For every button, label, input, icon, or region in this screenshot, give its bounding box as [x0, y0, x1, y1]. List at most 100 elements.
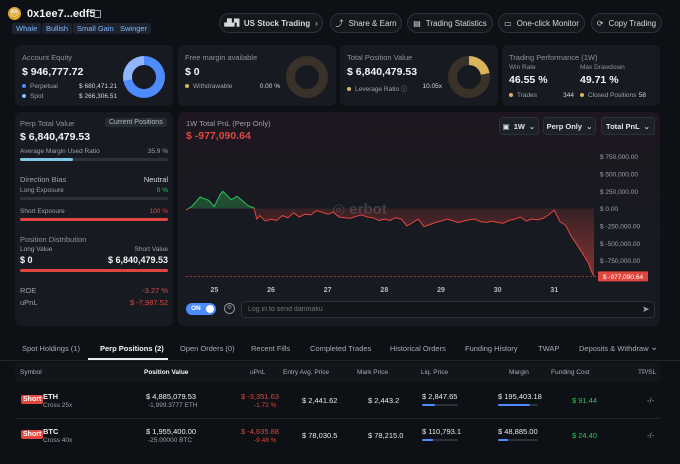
position-qty: -25.00000 BTC [148, 437, 193, 444]
pnl-title: 1W Total PnL (Perp Only) [186, 119, 271, 128]
perpetual-row: Perpetual $ 680,471.21 [22, 83, 117, 90]
x-tick-label: 31 [550, 287, 558, 294]
win-rate-label: Win Rate [509, 64, 536, 71]
win-rate-value: 46.55 % [509, 74, 548, 86]
table-header-bg [15, 362, 660, 382]
tab-funding-history[interactable]: Funding History [465, 344, 518, 353]
chevron-right-icon: › [315, 18, 318, 28]
position-value-card: Total Position Value $ 6,840,479.53 Leve… [340, 45, 498, 106]
margin-ratio-bar [20, 158, 168, 161]
side-badge: Short [21, 395, 44, 404]
column-header-entry-avg-price[interactable]: Entry Avg. Price [283, 369, 330, 376]
tpsl-value: -/- [647, 431, 655, 440]
free-margin-card: Free margin available $ 0 Withdrawable 0.… [178, 45, 336, 106]
share-earn-button[interactable]: ⤴ Share & Earn [330, 13, 402, 33]
column-header-upnl[interactable]: uPnL [250, 369, 266, 376]
funding-cost: $ 24.40 [572, 431, 598, 440]
us-stock-trading-button[interactable]: ▟▙▜ US Stock Trading › [219, 13, 323, 33]
danmaku-settings-icon[interactable]: ⚙ [224, 303, 235, 314]
danmaku-toggle[interactable]: ON [186, 303, 216, 315]
tag-whale: Whale [12, 23, 42, 34]
pnl-value: $ -977,090.64 [186, 130, 251, 142]
pnl-line-positive [187, 190, 255, 209]
tab-historical-orders[interactable]: Historical Orders [390, 344, 446, 353]
liq-bar [422, 439, 458, 441]
performance-label: Trading Performance (1W) [509, 53, 598, 62]
column-header-mark-price[interactable]: Mark Price [357, 369, 389, 376]
y-tick-label: $ -750,000.00 [600, 258, 641, 265]
y-tick-label: $ 750,000.00 [600, 154, 638, 161]
copy-icon[interactable] [94, 10, 101, 18]
perp-total-label: Perp Total Value [20, 119, 75, 128]
trading-statistics-button[interactable]: ▤ Trading Statistics [407, 13, 493, 33]
margin-donut [286, 56, 328, 98]
chevron-down-icon: ⌄ [643, 121, 650, 131]
tag-small-gain: Small Gain [73, 23, 118, 34]
x-tick-label: 29 [437, 287, 445, 294]
column-header-liq-price[interactable]: Liq. Price [421, 369, 449, 376]
long-exposure-bar [20, 197, 168, 200]
margin-value: $ 195,403.18 [498, 392, 542, 401]
drawdown-label: Max Drawdown [580, 64, 625, 71]
tabs-chevron-down-icon[interactable]: ⌄ [650, 342, 659, 353]
negative-area [186, 208, 594, 277]
scope-select[interactable]: Perp Only ⌄ [543, 117, 596, 135]
funding-cost: $ 91.44 [572, 396, 598, 405]
margin-label: Free margin available [185, 53, 258, 62]
upnl-value: $ -4,635.88 [241, 427, 279, 436]
chevron-down-icon: ⌄ [529, 121, 536, 131]
danmaku-input[interactable] [241, 301, 655, 318]
tab-twap[interactable]: TWAP [538, 344, 560, 353]
current-positions-button[interactable]: Current Positions [105, 118, 167, 127]
closed-positions-row: Closed Positions 58 [580, 92, 646, 99]
column-header-tp-sl[interactable]: TP/SL [638, 369, 657, 376]
x-tick-label: 26 [267, 287, 275, 294]
tab-perp-positions-2[interactable]: Perp Positions (2) [100, 344, 164, 353]
column-header-margin[interactable]: Margin [509, 369, 529, 376]
share-icon: ⤴ [335, 18, 344, 28]
column-header-position-value[interactable]: Position Value [144, 369, 189, 376]
column-header-symbol[interactable]: Symbol [20, 369, 42, 376]
copy-trading-button[interactable]: ⟳ Copy Trading [591, 13, 662, 33]
pnl-line-negative [185, 208, 595, 277]
withdrawable-row: Withdrawable 0.00 % [185, 83, 280, 90]
one-click-monitor-button[interactable]: ▭ One-click Monitor [498, 13, 585, 33]
upnl-percent: -1.72 % [254, 402, 277, 409]
short-exposure-row: Short Exposure 100 % [20, 208, 168, 215]
table-row-divider [15, 418, 660, 419]
tab-bar-divider [0, 360, 680, 361]
tab-recent-fills[interactable]: Recent Fills [251, 344, 291, 353]
position-value: $ 1,955,400.00 [146, 427, 197, 436]
side-badge: Short [21, 430, 44, 439]
current-value-label: $ -977,090.64 [603, 274, 644, 281]
y-tick-label: $ -250,000.00 [600, 224, 641, 231]
tab-spot-holdings-1[interactable]: Spot Holdings (1) [22, 344, 80, 353]
tag-bullish: Bullish [42, 23, 73, 34]
position-value: $ 4,885,079.53 [146, 392, 197, 401]
distribution-label: Position Distribution [20, 235, 87, 244]
period-select[interactable]: ▣ 1W ⌄ [499, 117, 539, 135]
margin-mode: Cross 25x [43, 402, 73, 409]
mark-price: $ 2,443.2 [368, 396, 400, 405]
symbol-name: BTC [43, 427, 59, 436]
tab-completed-trades[interactable]: Completed Trades [310, 344, 372, 353]
trades-row: Trades 344 [509, 92, 574, 99]
entry-price: $ 2,441.62 [302, 396, 338, 405]
y-tick-label: $ 0.00 [600, 206, 618, 213]
margin-ratio-row: Average Margin Used Ratio 35.9 % [20, 148, 168, 155]
margin-bar [498, 404, 538, 406]
calendar-icon: ▣ [502, 121, 510, 131]
spot-row: Spot $ 266,306.51 [22, 93, 117, 100]
margin-value: $ 0 [185, 66, 200, 78]
equity-value: $ 946,777.72 [22, 66, 84, 78]
column-header-funding-cost[interactable]: Funding Cost [551, 369, 590, 376]
tab-deposits-withdraw[interactable]: Deposits & Withdraw [579, 344, 649, 353]
wallet-address: 0x1ee7...edf5 [27, 8, 96, 20]
metric-select[interactable]: Total PnL ⌄ [601, 117, 655, 135]
tab-open-orders-0[interactable]: Open Orders (0) [180, 344, 235, 353]
current-value-badge [598, 271, 648, 282]
liq-price: $ 2,847.65 [422, 392, 458, 401]
send-icon[interactable]: ➤ [642, 304, 650, 314]
equity-label: Account Equity [22, 53, 73, 62]
active-tab-underline [88, 358, 168, 360]
